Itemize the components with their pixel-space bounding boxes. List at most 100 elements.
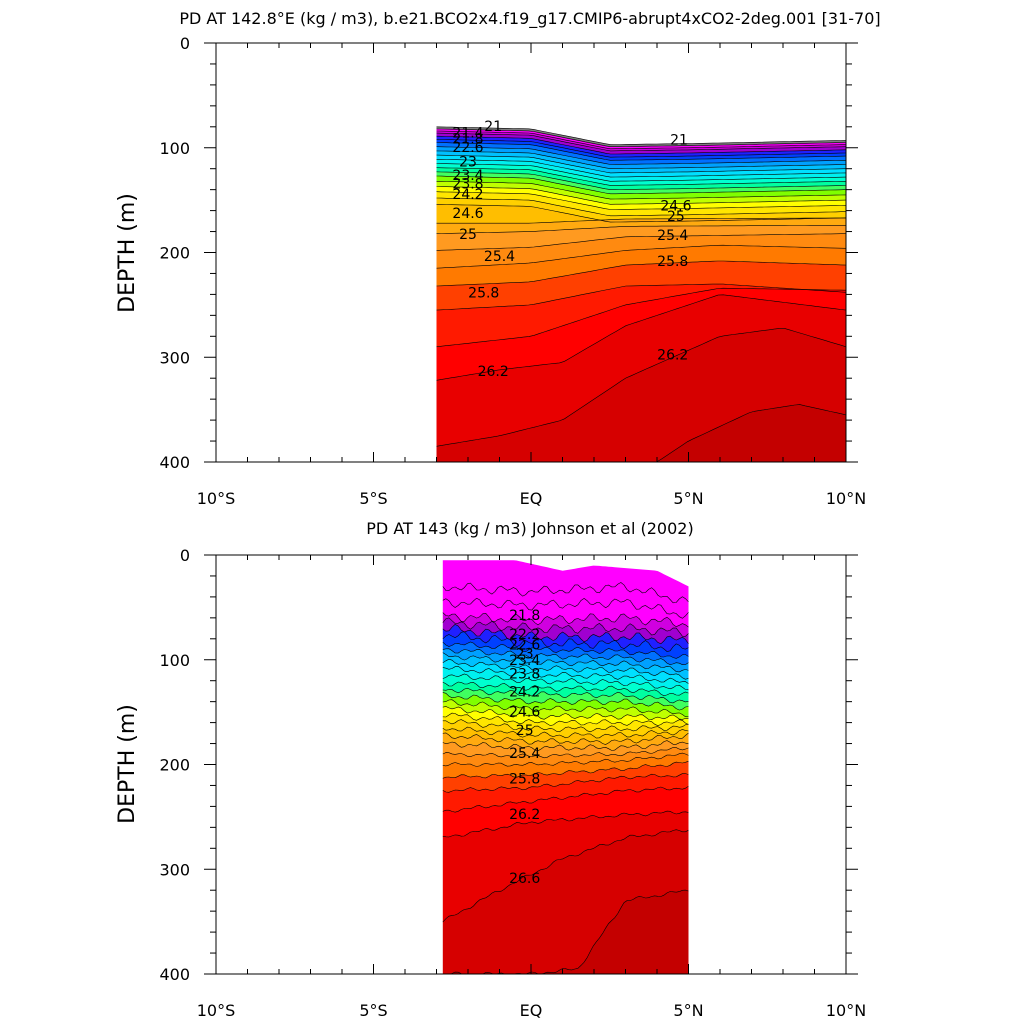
isopycnal-line — [442, 681, 689, 697]
isopycnal-line — [442, 810, 689, 838]
density-band — [442, 688, 689, 711]
x-tick-label: 10°N — [826, 1001, 866, 1020]
density-band — [442, 773, 689, 813]
density-band — [436, 404, 846, 462]
x-tick-label: 10°S — [197, 1001, 236, 1020]
density-band — [442, 786, 689, 837]
density-band — [436, 167, 846, 190]
density-band — [436, 245, 846, 286]
density-band — [436, 217, 846, 234]
density-band — [436, 146, 846, 169]
isopycnal-line — [442, 631, 689, 652]
contour-label: 21.8 — [452, 132, 483, 148]
isopycnal-line — [442, 612, 689, 628]
x-tick-label: 5°N — [673, 489, 703, 508]
density-band — [436, 142, 846, 165]
x-tick-label: 5°S — [359, 489, 387, 508]
isopycnal-line — [442, 652, 689, 673]
isopycnal-line — [436, 159, 847, 178]
density-band — [442, 582, 689, 619]
density-band — [436, 328, 846, 462]
density-band — [436, 204, 846, 224]
contour-label: 23.8 — [452, 177, 483, 193]
density-band — [436, 163, 846, 186]
isopycnal-line — [442, 692, 689, 711]
density-band — [442, 642, 689, 665]
x-tick-label: 10°S — [197, 489, 236, 508]
isopycnal-line — [436, 139, 847, 158]
density-band — [442, 674, 689, 696]
contour-label: 25.4 — [657, 228, 688, 244]
y-tick-label: 300 — [159, 860, 190, 879]
chart-title: PD AT 142.8°E (kg / m3), b.e21.BCO2x4.f1… — [179, 9, 880, 29]
y-axis-label: DEPTH (m) — [115, 193, 140, 313]
contour-label: 22.2 — [509, 627, 540, 643]
density-band — [442, 682, 689, 703]
x-tick-label: EQ — [520, 1001, 543, 1020]
density-band — [442, 829, 689, 974]
contour-label: 25.4 — [509, 746, 540, 762]
isopycnal-line — [442, 648, 689, 666]
isopycnal-line — [436, 142, 847, 161]
contour-label: 23.4 — [509, 653, 540, 669]
density-band — [436, 284, 846, 347]
panel-observations: PD AT 143 (kg / m3) Johnson et al (2002)… — [115, 519, 866, 1020]
contour-label: 26.2 — [478, 364, 509, 380]
density-band — [442, 598, 689, 628]
isopycnal-line — [442, 712, 689, 727]
contour-label: 26.2 — [509, 807, 540, 823]
contour-label: 24.6 — [452, 206, 483, 222]
isopycnal-line — [436, 328, 847, 447]
contour-label: 24.6 — [660, 199, 691, 215]
isopycnal-line — [442, 706, 689, 721]
contour-lines — [436, 126, 847, 463]
isopycnal-line — [442, 617, 689, 637]
contour-label: 25.8 — [468, 286, 499, 302]
density-band — [436, 155, 846, 178]
density-band — [442, 560, 689, 603]
chart-title: PD AT 143 (kg / m3) Johnson et al (2002) — [366, 519, 693, 538]
isopycnal-line — [436, 191, 847, 210]
contour-label: 25 — [516, 723, 534, 739]
isopycnal-line — [442, 773, 689, 793]
isopycnal-line — [436, 146, 847, 165]
isopycnal-line — [442, 658, 689, 680]
isopycnal-line — [436, 132, 847, 152]
density-band — [442, 652, 689, 680]
density-band — [442, 648, 689, 672]
isopycnal-line — [442, 740, 689, 752]
isopycnal-line — [436, 167, 847, 186]
x-tick-label: EQ — [520, 489, 543, 508]
density-band — [436, 126, 846, 147]
y-tick-label: 0 — [180, 546, 190, 565]
isopycnal-line — [442, 719, 689, 733]
isopycnal-line — [436, 154, 847, 174]
contour-label: 23 — [459, 155, 477, 171]
isopycnal-line — [436, 186, 847, 205]
isopycnal-line — [436, 233, 847, 251]
density-band — [442, 719, 689, 739]
isopycnal-line — [436, 283, 847, 311]
contour-label: 25.4 — [484, 249, 515, 265]
density-band — [436, 233, 846, 269]
contour-label: 23 — [516, 647, 534, 663]
density-band — [436, 176, 846, 200]
density-band — [442, 617, 689, 644]
density-band — [436, 159, 846, 182]
contour-label: 21 — [670, 133, 688, 149]
contour-label: 25.8 — [509, 771, 540, 787]
density-band — [442, 727, 689, 745]
density-band — [442, 747, 689, 767]
panel-model: PD AT 142.8°E (kg / m3), b.e21.BCO2x4.f1… — [115, 9, 881, 508]
contour-labels: 2121.421.822.62323.423.824.224.62525.425… — [452, 119, 691, 380]
contour-label: 23.4 — [452, 168, 483, 184]
isopycnal-line — [436, 163, 847, 182]
isopycnal-line — [442, 665, 689, 684]
density-band — [436, 186, 846, 210]
isopycnal-line — [442, 673, 689, 691]
isopycnal-line — [436, 197, 847, 217]
x-tick-label: 5°S — [359, 1001, 387, 1020]
isopycnal-line — [436, 287, 847, 348]
isopycnal-line — [442, 597, 689, 619]
density-band — [436, 294, 846, 447]
